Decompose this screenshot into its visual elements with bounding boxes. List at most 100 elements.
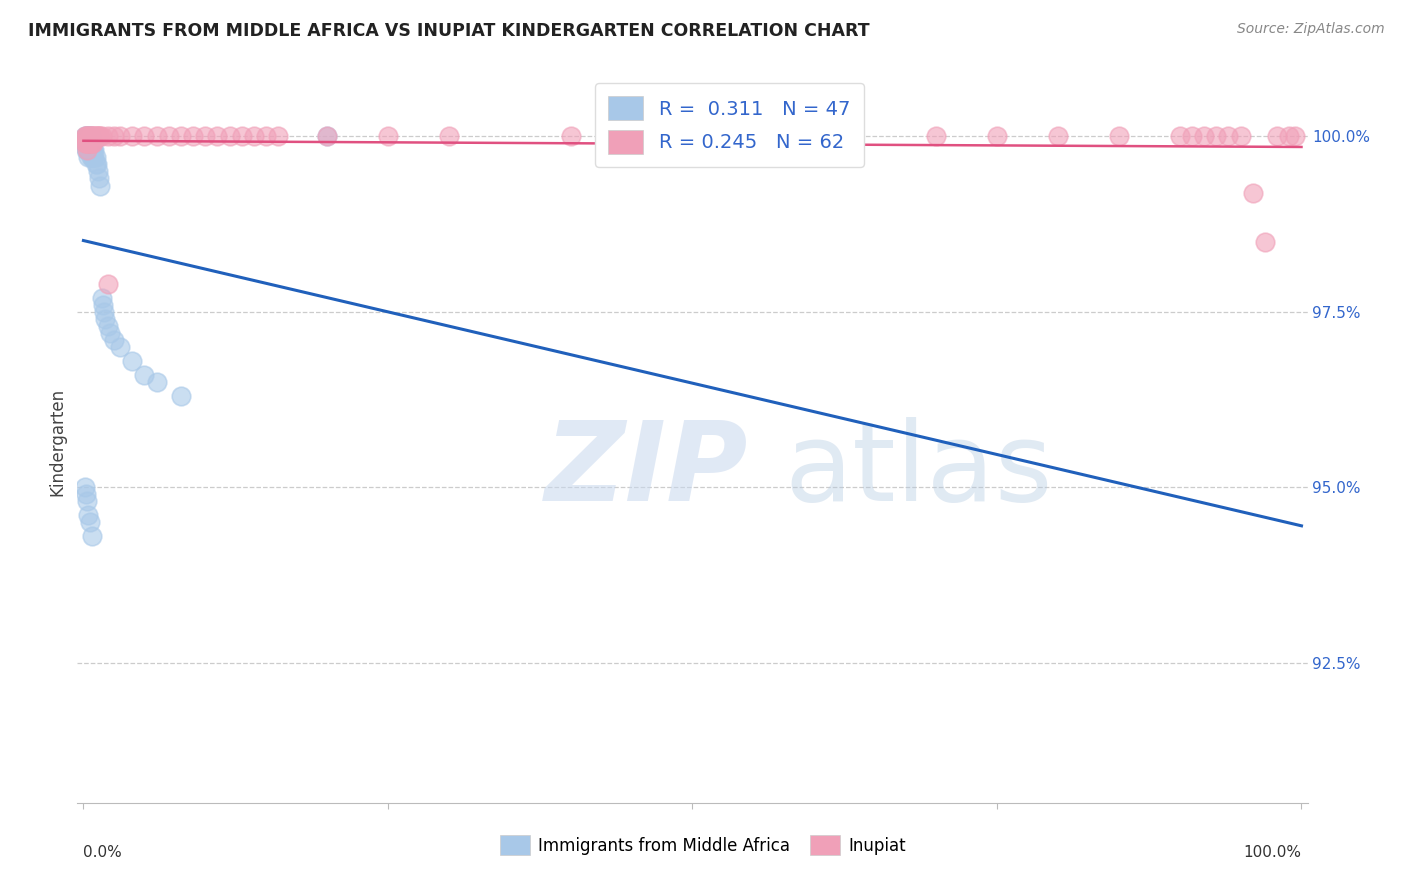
Text: Source: ZipAtlas.com: Source: ZipAtlas.com	[1237, 22, 1385, 37]
Point	[134, 368, 156, 382]
Point	[87, 164, 110, 178]
Point	[73, 136, 96, 151]
Point	[73, 129, 96, 144]
Point	[1278, 129, 1301, 144]
Point	[76, 144, 98, 158]
Point	[157, 129, 180, 144]
Point	[90, 291, 112, 305]
Point	[82, 151, 104, 165]
Point	[1265, 129, 1288, 144]
Point	[97, 318, 120, 333]
Point	[77, 129, 100, 144]
Point	[86, 157, 108, 171]
Point	[80, 136, 103, 151]
Point	[103, 333, 125, 347]
Point	[803, 129, 825, 144]
Point	[1205, 129, 1227, 144]
Point	[76, 129, 98, 144]
Point	[925, 129, 948, 144]
Text: 0.0%: 0.0%	[83, 845, 122, 860]
Point	[560, 129, 582, 144]
Point	[77, 151, 100, 165]
Point	[89, 129, 111, 144]
Point	[82, 144, 104, 158]
Point	[1218, 129, 1240, 144]
Point	[75, 129, 97, 144]
Text: ZIP: ZIP	[546, 417, 748, 524]
Point	[80, 151, 103, 165]
Y-axis label: Kindergarten: Kindergarten	[48, 387, 66, 496]
Point	[80, 529, 103, 543]
Point	[75, 136, 97, 151]
Point	[1241, 186, 1264, 200]
Point	[267, 129, 290, 144]
Point	[103, 129, 125, 144]
Point	[79, 515, 101, 529]
Point	[79, 129, 101, 144]
Point	[1181, 129, 1204, 144]
Point	[73, 129, 96, 144]
Point	[79, 129, 101, 144]
Point	[79, 136, 101, 151]
Point	[1284, 129, 1306, 144]
Text: atlas: atlas	[785, 417, 1053, 524]
Point	[83, 151, 105, 165]
Point	[80, 144, 103, 158]
Point	[79, 136, 101, 151]
Point	[77, 136, 100, 151]
Point	[73, 480, 96, 494]
Point	[90, 129, 112, 144]
Point	[83, 144, 105, 158]
Point	[80, 136, 103, 151]
Point	[84, 157, 107, 171]
Point	[83, 129, 105, 144]
Point	[80, 136, 103, 151]
Point	[89, 129, 111, 144]
Text: 100.0%: 100.0%	[1243, 845, 1302, 860]
Point	[1192, 129, 1215, 144]
Point	[121, 354, 143, 368]
Point	[73, 136, 96, 151]
Point	[76, 144, 98, 158]
Point	[89, 171, 111, 186]
Point	[97, 277, 120, 291]
Point	[77, 508, 100, 523]
Legend: Immigrants from Middle Africa, Inupiat: Immigrants from Middle Africa, Inupiat	[494, 829, 912, 862]
Point	[1046, 129, 1069, 144]
Point	[82, 129, 104, 144]
Point	[437, 129, 460, 144]
Point	[682, 129, 704, 144]
Point	[243, 129, 266, 144]
Point	[76, 494, 98, 508]
Point	[93, 305, 115, 319]
Point	[76, 136, 98, 151]
Point	[194, 129, 217, 144]
Point	[121, 129, 143, 144]
Point	[80, 151, 103, 165]
Point	[1108, 129, 1130, 144]
Point	[75, 487, 97, 501]
Point	[80, 129, 103, 144]
Point	[207, 129, 229, 144]
Point	[79, 144, 101, 158]
Point	[316, 129, 339, 144]
Point	[86, 129, 108, 144]
Point	[134, 129, 156, 144]
Point	[98, 326, 121, 340]
Point	[377, 129, 399, 144]
Point	[231, 129, 253, 144]
Point	[94, 311, 117, 326]
Point	[91, 298, 114, 312]
Point	[76, 136, 98, 151]
Point	[89, 178, 111, 193]
Point	[77, 136, 100, 151]
Point	[170, 129, 193, 144]
Point	[145, 129, 167, 144]
Point	[218, 129, 240, 144]
Point	[1168, 129, 1191, 144]
Point	[75, 129, 97, 144]
Point	[82, 136, 104, 151]
Text: IMMIGRANTS FROM MIDDLE AFRICA VS INUPIAT KINDERGARTEN CORRELATION CHART: IMMIGRANTS FROM MIDDLE AFRICA VS INUPIAT…	[28, 22, 870, 40]
Point	[1229, 129, 1251, 144]
Point	[76, 129, 98, 144]
